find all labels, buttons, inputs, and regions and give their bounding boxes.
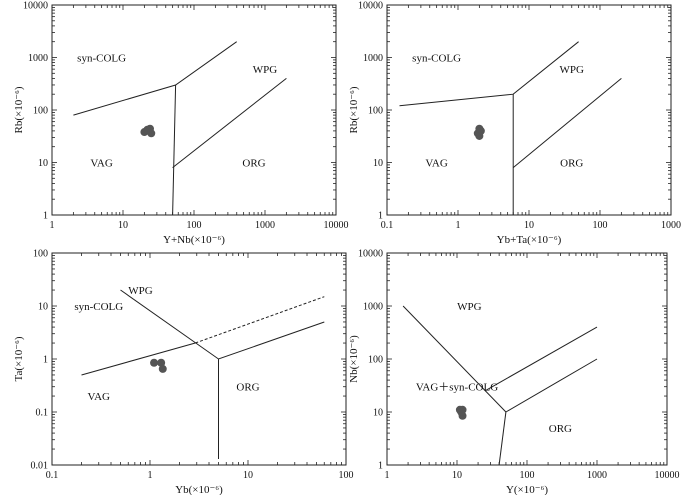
sample-point — [457, 408, 466, 416]
x-tick-label: 10 — [243, 470, 253, 481]
x-axis-title: Y+Nb(×10⁻⁶) — [163, 234, 225, 246]
field-boundary-line — [399, 41, 579, 107]
x-tick-label: 10000 — [324, 220, 349, 231]
field-label: WPG — [253, 64, 278, 76]
field-label: VAG＋syn-COLG — [416, 382, 498, 394]
y-tick-label: 10 — [38, 158, 48, 169]
plot-frame — [386, 4, 672, 216]
y-axis-title: Ta(×10⁻⁶) — [13, 336, 25, 381]
field-label: ORG — [560, 158, 583, 170]
field-boundary-line — [120, 289, 325, 360]
y-axis-title: Rb(×10⁻⁶) — [348, 86, 360, 133]
y-tick-label: 100 — [368, 106, 383, 117]
x-tick-label: 10 — [118, 220, 128, 231]
x-axis-title: Y(×10⁻⁶) — [506, 484, 548, 495]
y-tick-label: 1 — [378, 211, 383, 222]
field-boundary-line — [498, 411, 507, 466]
x-tick-label: 100 — [339, 470, 354, 481]
x-tick-label: 0.1 — [381, 220, 394, 231]
diagram-panel-2: 0.1 1 10 100 1000110100100010000Yb+Ta(×10⁻⁶)… — [348, 1, 681, 247]
x-tick-label: 1 — [456, 220, 461, 231]
field-label: ORG — [242, 158, 265, 170]
sample-point — [157, 358, 166, 367]
field-label: VAG — [88, 391, 110, 403]
dashed-boundary-line — [195, 296, 325, 344]
y-tick-label: 1000 — [363, 53, 383, 64]
y-tick-label: 0.01 — [31, 461, 49, 472]
plot-frame — [51, 252, 347, 466]
field-boundary-line — [512, 78, 622, 168]
field-label: syn-COLG — [74, 301, 123, 313]
x-tick-label: 1000 — [661, 220, 681, 231]
sample-point — [150, 358, 159, 367]
sample-point — [475, 131, 484, 140]
x-tick-label: 1000 — [587, 470, 607, 481]
sample-point — [158, 364, 167, 373]
y-tick-label: 10 — [38, 302, 48, 313]
field-label: WPG — [457, 301, 482, 313]
x-tick-label: 10000 — [655, 470, 680, 481]
field-boundary-line — [402, 305, 507, 413]
field-label: syn-COLG — [77, 53, 126, 65]
x-tick-label: 1 — [50, 220, 55, 231]
y-tick-label: 100 — [33, 106, 48, 117]
field-label: WPG — [128, 285, 153, 297]
y-tick-label: 1 — [43, 211, 48, 222]
field-boundary-line — [505, 358, 598, 413]
field-label: WPG — [560, 64, 585, 76]
field-label: ORG — [236, 382, 259, 394]
x-tick-label: 1000 — [255, 220, 275, 231]
y-tick-label: 10000 — [23, 1, 48, 12]
x-tick-label: 0.1 — [46, 470, 59, 481]
field-label: VAG — [90, 158, 112, 170]
diagram-panel-3: 0.1 1 10 1000.010.1110100Yb(×10⁻⁶)Ta(×10⁻⁶)… — [13, 249, 354, 495]
y-tick-label: 10 — [373, 158, 383, 169]
y-tick-label: 1000 — [363, 302, 383, 313]
y-tick-label: 0.1 — [36, 408, 49, 419]
plot-frame — [386, 252, 668, 466]
y-tick-label: 100 — [33, 249, 48, 260]
x-tick-label: 1 — [385, 470, 390, 481]
x-tick-label: 10 — [524, 220, 534, 231]
field-label: ORG — [549, 423, 572, 435]
x-tick-label: 100 — [520, 470, 535, 481]
y-tick-label: 10 — [373, 408, 383, 419]
y-tick-label: 10000 — [358, 1, 383, 12]
plot-frame — [51, 4, 337, 216]
diagram-panel-4: 1 10 100 1000 10000 1 10 100 1000 10000 Y(×10⁻⁶) Nb… — [348, 249, 680, 495]
x-tick-label: 100 — [593, 220, 608, 231]
y-tick-label: 1 — [378, 461, 383, 472]
x-tick-label: 10 — [452, 470, 462, 481]
x-tick-label: 1 — [148, 470, 153, 481]
diagram-panel-1: 1 10 100 1000 10000 1 10 100 1000 10000 Y+Nb(×10⁻⁶… — [13, 1, 349, 247]
field-label: VAG — [425, 158, 447, 170]
y-tick-label: 100 — [368, 355, 383, 366]
x-tick-label: 100 — [187, 220, 202, 231]
y-axis-title: Rb(×10⁻⁶) — [13, 86, 25, 133]
field-label: syn-COLG — [412, 53, 461, 65]
field-boundary-line — [81, 342, 196, 376]
x-axis-title: Yb(×10⁻⁶) — [175, 484, 223, 495]
field-boundary-line — [172, 78, 287, 168]
y-axis-title: Nb(×10⁻⁶) — [348, 335, 360, 383]
field-boundary-line — [172, 84, 177, 216]
x-axis-title: Yb+Ta(×10⁻⁶) — [497, 234, 562, 246]
sample-point — [147, 129, 156, 138]
field-boundary-line — [484, 326, 598, 392]
y-tick-label: 1 — [43, 355, 48, 366]
y-tick-label: 1000 — [28, 53, 48, 64]
y-tick-label: 10000 — [358, 249, 383, 260]
